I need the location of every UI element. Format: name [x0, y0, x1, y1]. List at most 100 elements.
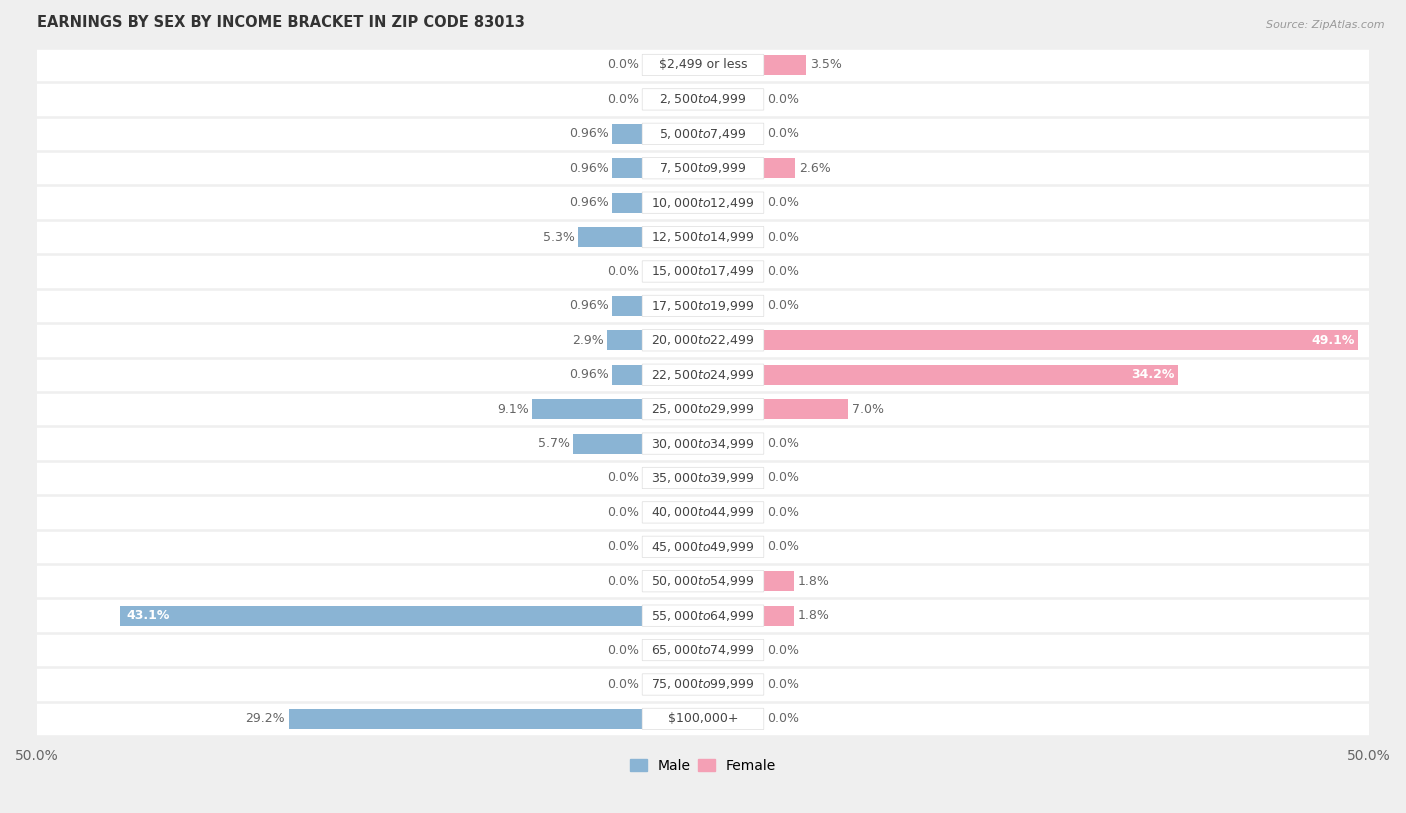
Bar — [37, 529, 1369, 564]
Text: $55,000 to $64,999: $55,000 to $64,999 — [651, 609, 755, 623]
Text: $10,000 to $12,499: $10,000 to $12,499 — [651, 196, 755, 210]
Bar — [121, 606, 643, 626]
Text: $17,500 to $19,999: $17,500 to $19,999 — [651, 299, 755, 313]
Text: 0.0%: 0.0% — [768, 299, 799, 312]
Text: 0.0%: 0.0% — [768, 128, 799, 141]
FancyBboxPatch shape — [643, 158, 763, 179]
Bar — [37, 598, 1369, 633]
Bar — [37, 564, 1369, 598]
Text: 0.0%: 0.0% — [768, 506, 799, 519]
Bar — [612, 193, 643, 213]
Bar — [763, 572, 794, 591]
Text: $5,000 to $7,499: $5,000 to $7,499 — [659, 127, 747, 141]
FancyBboxPatch shape — [643, 89, 763, 110]
Bar — [612, 124, 643, 144]
Bar — [37, 495, 1369, 529]
Bar — [37, 185, 1369, 220]
Text: $100,000+: $100,000+ — [668, 712, 738, 725]
Bar — [37, 254, 1369, 289]
Bar — [37, 82, 1369, 116]
Text: 49.1%: 49.1% — [1312, 334, 1354, 347]
Text: 0.0%: 0.0% — [607, 265, 638, 278]
Bar — [37, 116, 1369, 151]
Bar — [37, 461, 1369, 495]
Legend: Male, Female: Male, Female — [624, 753, 782, 778]
Bar — [37, 48, 1369, 82]
Text: 0.96%: 0.96% — [569, 299, 609, 312]
Text: $15,000 to $17,499: $15,000 to $17,499 — [651, 264, 755, 279]
Bar — [607, 330, 643, 350]
FancyBboxPatch shape — [643, 536, 763, 558]
FancyBboxPatch shape — [643, 364, 763, 385]
Text: 7.0%: 7.0% — [852, 402, 884, 415]
Text: 0.0%: 0.0% — [607, 678, 638, 691]
Bar — [612, 296, 643, 316]
Bar — [574, 433, 643, 454]
Text: 0.0%: 0.0% — [607, 59, 638, 72]
Bar — [37, 702, 1369, 736]
Text: $12,500 to $14,999: $12,500 to $14,999 — [651, 230, 755, 244]
FancyBboxPatch shape — [643, 295, 763, 316]
Bar — [288, 709, 643, 729]
Text: $7,500 to $9,999: $7,500 to $9,999 — [659, 161, 747, 176]
Text: 0.0%: 0.0% — [607, 506, 638, 519]
Bar — [763, 606, 794, 626]
Text: 9.1%: 9.1% — [496, 402, 529, 415]
Text: 5.7%: 5.7% — [537, 437, 569, 450]
Bar — [763, 55, 806, 75]
Text: $45,000 to $49,999: $45,000 to $49,999 — [651, 540, 755, 554]
Text: 0.0%: 0.0% — [768, 712, 799, 725]
Text: 2.6%: 2.6% — [799, 162, 831, 175]
Text: $22,500 to $24,999: $22,500 to $24,999 — [651, 367, 755, 382]
Text: 0.0%: 0.0% — [768, 437, 799, 450]
Bar — [37, 426, 1369, 461]
FancyBboxPatch shape — [643, 398, 763, 420]
Text: 0.0%: 0.0% — [607, 472, 638, 485]
Text: 0.96%: 0.96% — [569, 368, 609, 381]
Text: $2,500 to $4,999: $2,500 to $4,999 — [659, 93, 747, 107]
FancyBboxPatch shape — [643, 123, 763, 145]
FancyBboxPatch shape — [643, 605, 763, 626]
FancyBboxPatch shape — [643, 192, 763, 213]
Text: 29.2%: 29.2% — [246, 712, 285, 725]
Bar — [37, 289, 1369, 323]
FancyBboxPatch shape — [643, 467, 763, 489]
FancyBboxPatch shape — [643, 674, 763, 695]
Text: 0.0%: 0.0% — [768, 678, 799, 691]
Text: 0.96%: 0.96% — [569, 196, 609, 209]
FancyBboxPatch shape — [643, 708, 763, 729]
Text: 0.0%: 0.0% — [607, 93, 638, 106]
Text: 0.0%: 0.0% — [768, 93, 799, 106]
Bar — [763, 399, 848, 420]
Text: 0.96%: 0.96% — [569, 162, 609, 175]
Bar — [37, 633, 1369, 667]
Bar — [37, 151, 1369, 185]
Text: 0.0%: 0.0% — [768, 472, 799, 485]
Text: $50,000 to $54,999: $50,000 to $54,999 — [651, 574, 755, 589]
Text: $2,499 or less: $2,499 or less — [659, 59, 747, 72]
Text: $25,000 to $29,999: $25,000 to $29,999 — [651, 402, 755, 416]
FancyBboxPatch shape — [643, 433, 763, 454]
Bar — [763, 330, 1358, 350]
Bar — [37, 358, 1369, 392]
FancyBboxPatch shape — [643, 261, 763, 282]
FancyBboxPatch shape — [643, 226, 763, 248]
Text: $30,000 to $34,999: $30,000 to $34,999 — [651, 437, 755, 450]
Text: 0.0%: 0.0% — [768, 196, 799, 209]
Text: EARNINGS BY SEX BY INCOME BRACKET IN ZIP CODE 83013: EARNINGS BY SEX BY INCOME BRACKET IN ZIP… — [37, 15, 524, 30]
Bar — [37, 323, 1369, 358]
FancyBboxPatch shape — [643, 54, 763, 76]
Text: 34.2%: 34.2% — [1130, 368, 1174, 381]
Text: $75,000 to $99,999: $75,000 to $99,999 — [651, 677, 755, 692]
Text: $40,000 to $44,999: $40,000 to $44,999 — [651, 506, 755, 520]
Text: Source: ZipAtlas.com: Source: ZipAtlas.com — [1267, 20, 1385, 30]
Text: 3.5%: 3.5% — [810, 59, 841, 72]
Bar — [533, 399, 643, 420]
Text: $35,000 to $39,999: $35,000 to $39,999 — [651, 471, 755, 485]
Bar — [612, 365, 643, 385]
Text: 1.8%: 1.8% — [797, 609, 830, 622]
Bar — [37, 392, 1369, 426]
Text: $20,000 to $22,499: $20,000 to $22,499 — [651, 333, 755, 347]
Text: 0.0%: 0.0% — [607, 541, 638, 554]
FancyBboxPatch shape — [643, 502, 763, 523]
